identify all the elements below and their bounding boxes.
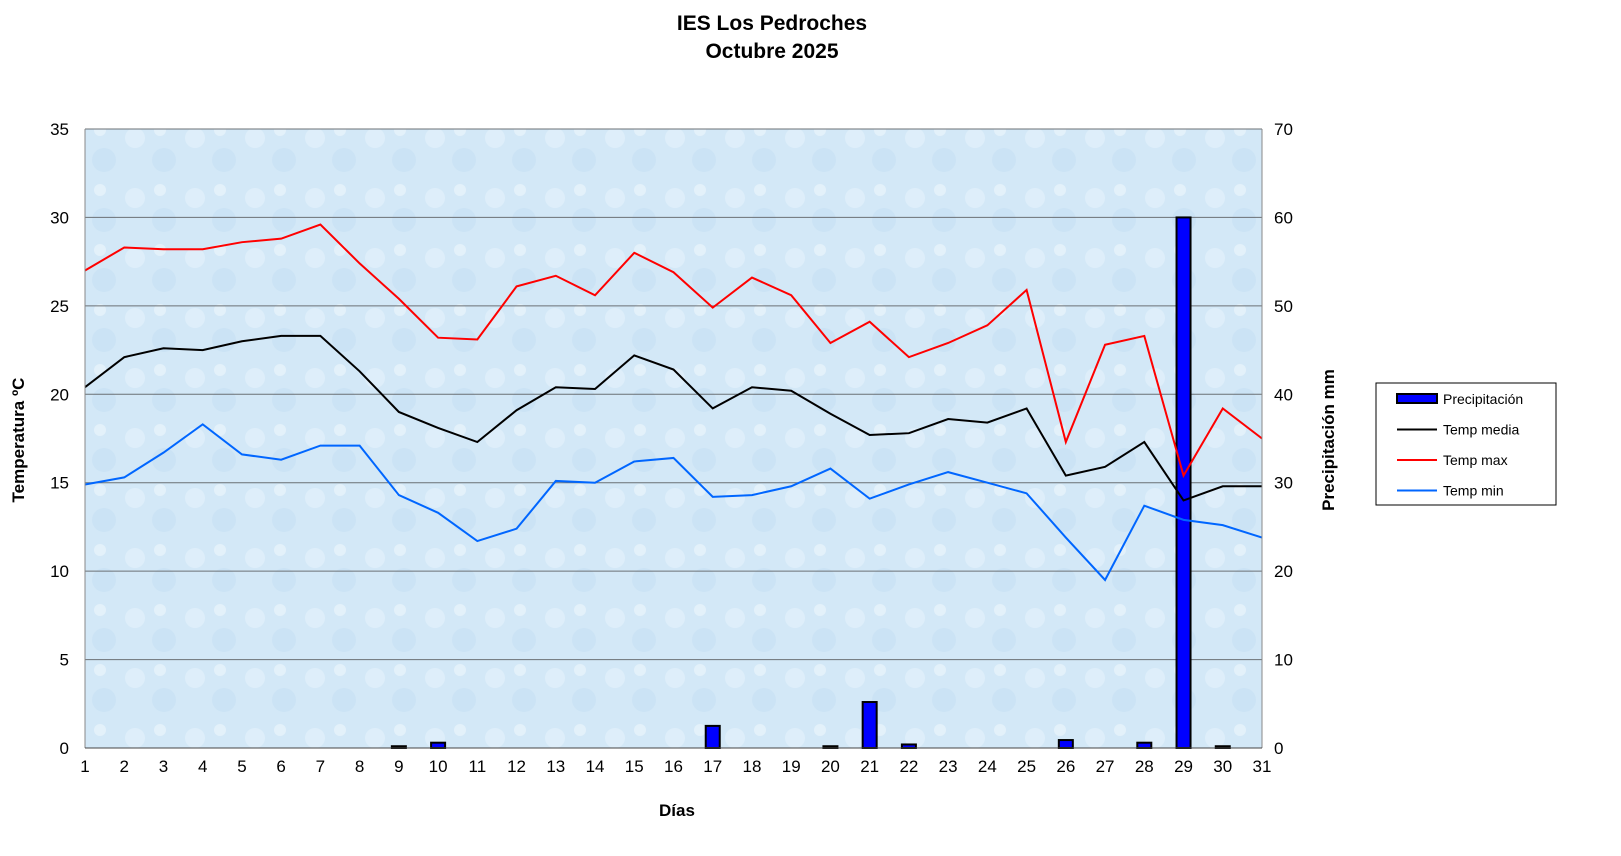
y-tick-label: 0 — [60, 739, 69, 758]
legend-label: Temp media — [1443, 422, 1519, 438]
y-axis-label: Temperatura ºC — [9, 378, 28, 503]
precip-bar — [861, 701, 878, 750]
y-tick-label: 20 — [50, 385, 69, 404]
y-tick-label: 30 — [50, 208, 69, 227]
y-tick-label: 5 — [60, 651, 69, 670]
x-tick-label: 18 — [743, 757, 762, 776]
x-tick-label: 1 — [80, 757, 89, 776]
legend: Precipitación Temp media Temp max Temp min — [1375, 382, 1557, 506]
y2-tick-label: 60 — [1274, 208, 1293, 227]
precip-bar — [430, 741, 447, 749]
x-tick-label: 19 — [782, 757, 801, 776]
x-tick-label: 11 — [469, 757, 487, 776]
x-tick-label: 23 — [939, 757, 958, 776]
y2-tick-label: 20 — [1274, 562, 1293, 581]
x-tick-label: 26 — [1056, 757, 1075, 776]
x-tick-label: 14 — [586, 757, 605, 776]
precip-bar — [704, 724, 721, 750]
x-tick-label: 4 — [198, 757, 207, 776]
chart-subtitle: Octubre 2025 — [705, 40, 838, 63]
y-tick-label: 35 — [50, 120, 69, 139]
x-tick-label: 22 — [899, 757, 918, 776]
precip-bar — [1175, 216, 1192, 749]
x-tick-label: 5 — [237, 757, 246, 776]
x-tick-label: 21 — [860, 757, 879, 776]
x-tick-label: 25 — [1017, 757, 1036, 776]
x-axis-label: Días — [659, 801, 695, 820]
legend-label: Temp max — [1443, 452, 1508, 468]
y2-tick-label: 30 — [1274, 474, 1293, 493]
chart-title: IES Los Pedroches — [677, 12, 867, 35]
y2-tick-label: 0 — [1274, 739, 1283, 758]
precip-bar — [1136, 741, 1153, 749]
x-tick-label: 6 — [276, 757, 285, 776]
legend-swatch-bar — [1396, 393, 1438, 404]
x-tick-label: 3 — [159, 757, 168, 776]
x-tick-label: 10 — [429, 757, 448, 776]
legend-label: Precipitación — [1443, 391, 1523, 407]
y2-axis-label: Precipitación mm — [1319, 369, 1338, 511]
x-tick-label: 30 — [1213, 757, 1232, 776]
line-temp-max — [84, 223, 1263, 479]
x-tick-label: 28 — [1135, 757, 1154, 776]
line-temp-min — [84, 423, 1263, 582]
x-tick-label: 9 — [394, 757, 403, 776]
x-tick-label: 15 — [625, 757, 644, 776]
x-tick-label: 7 — [316, 757, 325, 776]
y2-tick-label: 10 — [1274, 651, 1293, 670]
x-tick-label: 13 — [546, 757, 565, 776]
x-tick-label: 8 — [355, 757, 364, 776]
x-tick-label: 31 — [1253, 757, 1272, 776]
x-tick-label: 24 — [978, 757, 997, 776]
line-temp-media — [84, 334, 1262, 502]
x-tick-label: 16 — [664, 757, 683, 776]
x-tick-label: 20 — [821, 757, 840, 776]
legend-label: Temp min — [1443, 483, 1504, 499]
x-tick-label: 17 — [703, 757, 722, 776]
y2-tick-label: 50 — [1274, 297, 1293, 316]
precip-bar — [900, 743, 917, 749]
x-tick-label: 2 — [119, 757, 128, 776]
x-tick-label: 27 — [1096, 757, 1115, 776]
y2-tick-label: 70 — [1274, 120, 1293, 139]
x-tick-label: 12 — [507, 757, 526, 776]
y-tick-label: 10 — [50, 562, 69, 581]
y2-tick-label: 40 — [1274, 385, 1293, 404]
plot-area — [85, 129, 1262, 748]
x-tick-label: 29 — [1174, 757, 1193, 776]
precip-bar — [1057, 739, 1074, 750]
y-tick-label: 15 — [50, 474, 69, 493]
y-tick-label: 25 — [50, 297, 69, 316]
